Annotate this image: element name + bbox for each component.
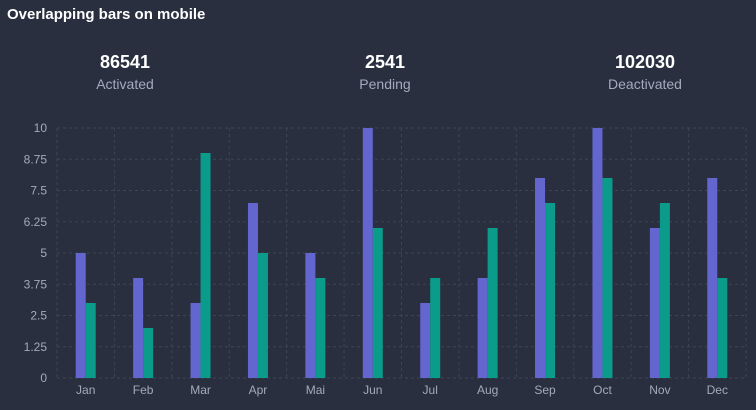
y-tick-label: 5 xyxy=(40,246,47,260)
stat-deactivated-label: Deactivated xyxy=(608,76,682,92)
x-tick-label: Jul xyxy=(423,383,438,397)
y-tick-label: 6.25 xyxy=(24,215,48,229)
bar-series-1-sep[interactable] xyxy=(535,178,546,378)
bar-series-2-mar[interactable] xyxy=(200,153,211,378)
bar-series-1-jul[interactable] xyxy=(420,303,431,378)
x-tick-label: Dec xyxy=(707,383,728,397)
bar-series-2-jun[interactable] xyxy=(372,228,383,378)
bar-series-1-jan[interactable] xyxy=(75,253,86,378)
stat-deactivated: 102030 Deactivated xyxy=(545,52,745,94)
x-tick-label: Aug xyxy=(477,383,498,397)
bar-series-2-nov[interactable] xyxy=(659,203,670,378)
bar-series-2-feb[interactable] xyxy=(143,328,154,378)
x-tick-label: Oct xyxy=(593,383,612,397)
bar-series-2-jan[interactable] xyxy=(85,303,96,378)
bar-series-2-apr[interactable] xyxy=(257,253,268,378)
stat-activated: 86541 Activated xyxy=(25,52,225,94)
y-tick-label: 1.25 xyxy=(24,340,48,354)
y-tick-label: 3.75 xyxy=(24,277,48,291)
bar-series-2-mai[interactable] xyxy=(315,278,326,378)
x-tick-label: Apr xyxy=(249,383,268,397)
x-tick-label: Jun xyxy=(363,383,382,397)
x-tick-label: Feb xyxy=(133,383,154,397)
bar-series-2-jul[interactable] xyxy=(430,278,441,378)
x-tick-label: Mar xyxy=(190,383,211,397)
x-tick-label: Sep xyxy=(534,383,556,397)
stat-pending-label: Pending xyxy=(359,76,411,92)
stat-activated-label: Activated xyxy=(96,76,154,92)
bar-series-2-oct[interactable] xyxy=(602,178,613,378)
x-tick-label: Jan xyxy=(76,383,95,397)
chart-title: Overlapping bars on mobile xyxy=(7,6,206,23)
bar-series-1-dec[interactable] xyxy=(707,178,718,378)
bar-series-1-feb[interactable] xyxy=(133,278,144,378)
bar-series-1-mar[interactable] xyxy=(190,303,201,378)
chart-bars xyxy=(75,128,728,378)
stat-pending-value: 2541 xyxy=(364,52,406,72)
y-tick-label: 7.5 xyxy=(30,184,47,198)
bar-series-2-dec[interactable] xyxy=(717,278,728,378)
y-tick-label: 0 xyxy=(40,371,47,385)
bar-series-1-oct[interactable] xyxy=(592,128,603,378)
y-tick-label: 8.75 xyxy=(24,152,48,166)
x-axis: Jan Feb Mar Apr Mai Jun Jul Aug Sep Oct Nov Dec xyxy=(76,383,728,397)
chart-grid xyxy=(56,127,747,379)
x-tick-label: Nov xyxy=(649,383,670,397)
y-tick-label: 10 xyxy=(34,121,48,135)
stats-row: 86541 Activated 2541 Pending 102030 Deac… xyxy=(0,52,756,102)
stat-pending: 2541 Pending xyxy=(285,52,485,94)
bar-series-1-mai[interactable] xyxy=(305,253,316,378)
bar-series-2-sep[interactable] xyxy=(545,203,556,378)
bar-series-1-nov[interactable] xyxy=(649,228,660,378)
bar-series-2-aug[interactable] xyxy=(487,228,498,378)
x-tick-label: Mai xyxy=(306,383,325,397)
bar-series-1-jun[interactable] xyxy=(362,128,373,378)
y-axis: 0 1.25 2.5 3.75 5 6.25 7.5 8.75 10 xyxy=(24,121,48,385)
y-tick-label: 2.5 xyxy=(30,309,47,323)
bar-series-1-apr[interactable] xyxy=(247,203,258,378)
stat-activated-value: 86541 xyxy=(99,52,151,72)
stat-deactivated-value: 102030 xyxy=(614,52,676,72)
bar-series-1-aug[interactable] xyxy=(477,278,488,378)
